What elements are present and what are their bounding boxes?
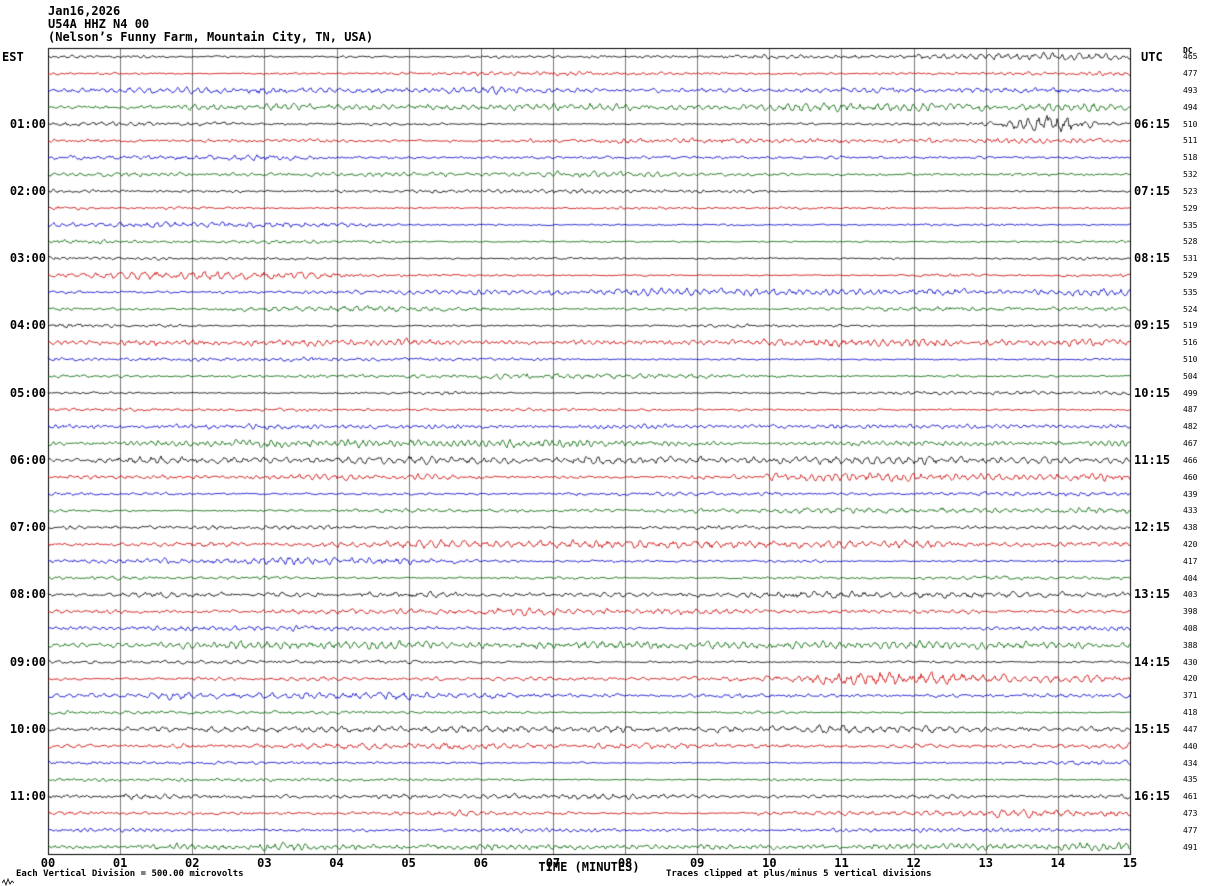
x-axis-title: TIME (MINUTES) bbox=[538, 860, 640, 874]
scale-note: Each Vertical Division = 500.00 microvol… bbox=[16, 869, 244, 879]
x-tick-label: 04 bbox=[329, 856, 344, 870]
est-time-label: 09:00 bbox=[9, 654, 46, 669]
x-tick-label: 09 bbox=[689, 856, 705, 870]
right-axis-label: UTC bbox=[1141, 50, 1163, 64]
dc-offset-value: 466 bbox=[1183, 455, 1198, 465]
x-tick-label: 10 bbox=[762, 856, 777, 870]
x-tick-label: 12 bbox=[906, 856, 921, 870]
x-tick-label: 02 bbox=[185, 856, 200, 870]
dc-offset-value: 408 bbox=[1183, 624, 1198, 634]
dc-offset-value: 460 bbox=[1183, 472, 1198, 482]
dc-offset-value: 499 bbox=[1183, 388, 1198, 398]
dc-offset-value: 435 bbox=[1183, 775, 1198, 785]
header-station-location: (Nelson’s Funny Farm, Mountain City, TN,… bbox=[48, 30, 374, 44]
utc-time-label: 11:15 bbox=[1134, 452, 1171, 467]
utc-time-label: 16:15 bbox=[1134, 789, 1171, 804]
clip-note: Traces clipped at plus/minus 5 vertical … bbox=[666, 869, 932, 879]
dc-offset-value: 487 bbox=[1183, 405, 1198, 415]
dc-column-label: DC bbox=[1183, 46, 1193, 55]
x-tick-label: 14 bbox=[1050, 856, 1066, 870]
dc-offset-value: 430 bbox=[1183, 657, 1198, 667]
dc-offset-value: 535 bbox=[1183, 287, 1198, 297]
dc-offset-value: 404 bbox=[1183, 573, 1198, 583]
dc-offset-value: 482 bbox=[1183, 422, 1198, 432]
dc-offset-value: 417 bbox=[1183, 556, 1198, 566]
dc-offset-value: 438 bbox=[1183, 523, 1198, 533]
x-tick-label: 06 bbox=[473, 856, 489, 870]
dc-offset-value: 518 bbox=[1183, 153, 1198, 163]
header-station-code: U54A HHZ N4 00 bbox=[48, 17, 150, 31]
dc-offset-value: 510 bbox=[1183, 119, 1198, 129]
x-tick-label: 11 bbox=[834, 856, 849, 870]
dc-offset-value: 418 bbox=[1183, 708, 1198, 718]
dc-offset-value: 532 bbox=[1183, 170, 1198, 180]
x-tick-label: 08 bbox=[617, 856, 633, 870]
dc-offset-value: 467 bbox=[1183, 439, 1198, 449]
x-tick-label: 03 bbox=[257, 856, 272, 870]
dc-offset-value: 511 bbox=[1183, 136, 1198, 146]
est-time-label: 05:00 bbox=[9, 385, 46, 400]
dc-offset-value: 494 bbox=[1183, 102, 1198, 112]
dc-offset-value: 528 bbox=[1183, 237, 1198, 247]
dc-offset-value: 447 bbox=[1183, 724, 1198, 734]
x-tick-label: 13 bbox=[978, 856, 993, 870]
dc-offset-value: 523 bbox=[1183, 186, 1198, 196]
header-date: Jan16,2026 bbox=[48, 4, 121, 18]
utc-time-label: 13:15 bbox=[1134, 587, 1171, 602]
est-time-label: 02:00 bbox=[9, 183, 46, 198]
dc-offset-value: 473 bbox=[1183, 808, 1198, 818]
dc-offset-value: 461 bbox=[1183, 792, 1198, 802]
left-axis-label: EST bbox=[2, 50, 24, 64]
dc-offset-value: 529 bbox=[1183, 203, 1198, 213]
x-tick-label: 05 bbox=[401, 856, 416, 870]
dc-offset-value: 420 bbox=[1183, 674, 1198, 684]
est-time-label: 04:00 bbox=[9, 318, 46, 333]
dc-offset-value: 516 bbox=[1183, 338, 1198, 348]
dc-offset-value: 504 bbox=[1183, 371, 1198, 381]
est-time-label: 11:00 bbox=[9, 789, 46, 804]
est-time-label: 07:00 bbox=[9, 520, 46, 535]
dc-offset-value: 493 bbox=[1183, 86, 1198, 96]
dc-offset-value: 403 bbox=[1183, 590, 1198, 600]
dc-offset-value: 524 bbox=[1183, 304, 1198, 314]
utc-time-label: 06:15 bbox=[1134, 116, 1171, 131]
utc-time-label: 07:15 bbox=[1134, 183, 1171, 198]
utc-time-label: 15:15 bbox=[1134, 721, 1171, 736]
x-tick-label: 15 bbox=[1122, 856, 1138, 870]
dc-offset-value: 440 bbox=[1183, 741, 1198, 751]
dc-offset-value: 420 bbox=[1183, 539, 1198, 549]
est-time-label: 01:00 bbox=[9, 116, 46, 131]
dc-offset-value: 531 bbox=[1183, 254, 1198, 264]
utc-time-label: 10:15 bbox=[1134, 385, 1171, 400]
utc-time-label: 14:15 bbox=[1134, 654, 1171, 669]
est-time-label: 08:00 bbox=[9, 587, 46, 602]
est-time-label: 10:00 bbox=[9, 721, 46, 736]
utc-time-label: 09:15 bbox=[1134, 318, 1171, 333]
dc-offset-value: 434 bbox=[1183, 758, 1198, 768]
est-time-label: 06:00 bbox=[9, 452, 46, 467]
utc-time-label: 12:15 bbox=[1134, 520, 1171, 535]
dc-offset-value: 439 bbox=[1183, 489, 1198, 499]
dc-offset-value: 510 bbox=[1183, 355, 1198, 365]
est-time-label: 03:00 bbox=[9, 251, 46, 266]
x-tick-label: 07 bbox=[545, 856, 561, 870]
wiggle-icon bbox=[1, 872, 15, 886]
dc-offset-value: 371 bbox=[1183, 691, 1198, 701]
dc-offset-value: 398 bbox=[1183, 607, 1198, 617]
dc-offset-value: 465 bbox=[1183, 52, 1198, 62]
dc-offset-value: 535 bbox=[1183, 220, 1198, 230]
dc-offset-value: 529 bbox=[1183, 270, 1198, 280]
utc-time-label: 08:15 bbox=[1134, 251, 1171, 266]
dc-offset-value: 519 bbox=[1183, 321, 1198, 331]
dc-offset-value: 477 bbox=[1183, 825, 1198, 835]
x-tick-label: 00 bbox=[40, 856, 56, 870]
dc-offset-value: 433 bbox=[1183, 506, 1198, 516]
dc-offset-value: 388 bbox=[1183, 640, 1198, 650]
x-tick-label: 01 bbox=[112, 856, 128, 870]
dc-offset-value: 491 bbox=[1183, 842, 1198, 852]
dc-offset-value: 477 bbox=[1183, 69, 1198, 79]
